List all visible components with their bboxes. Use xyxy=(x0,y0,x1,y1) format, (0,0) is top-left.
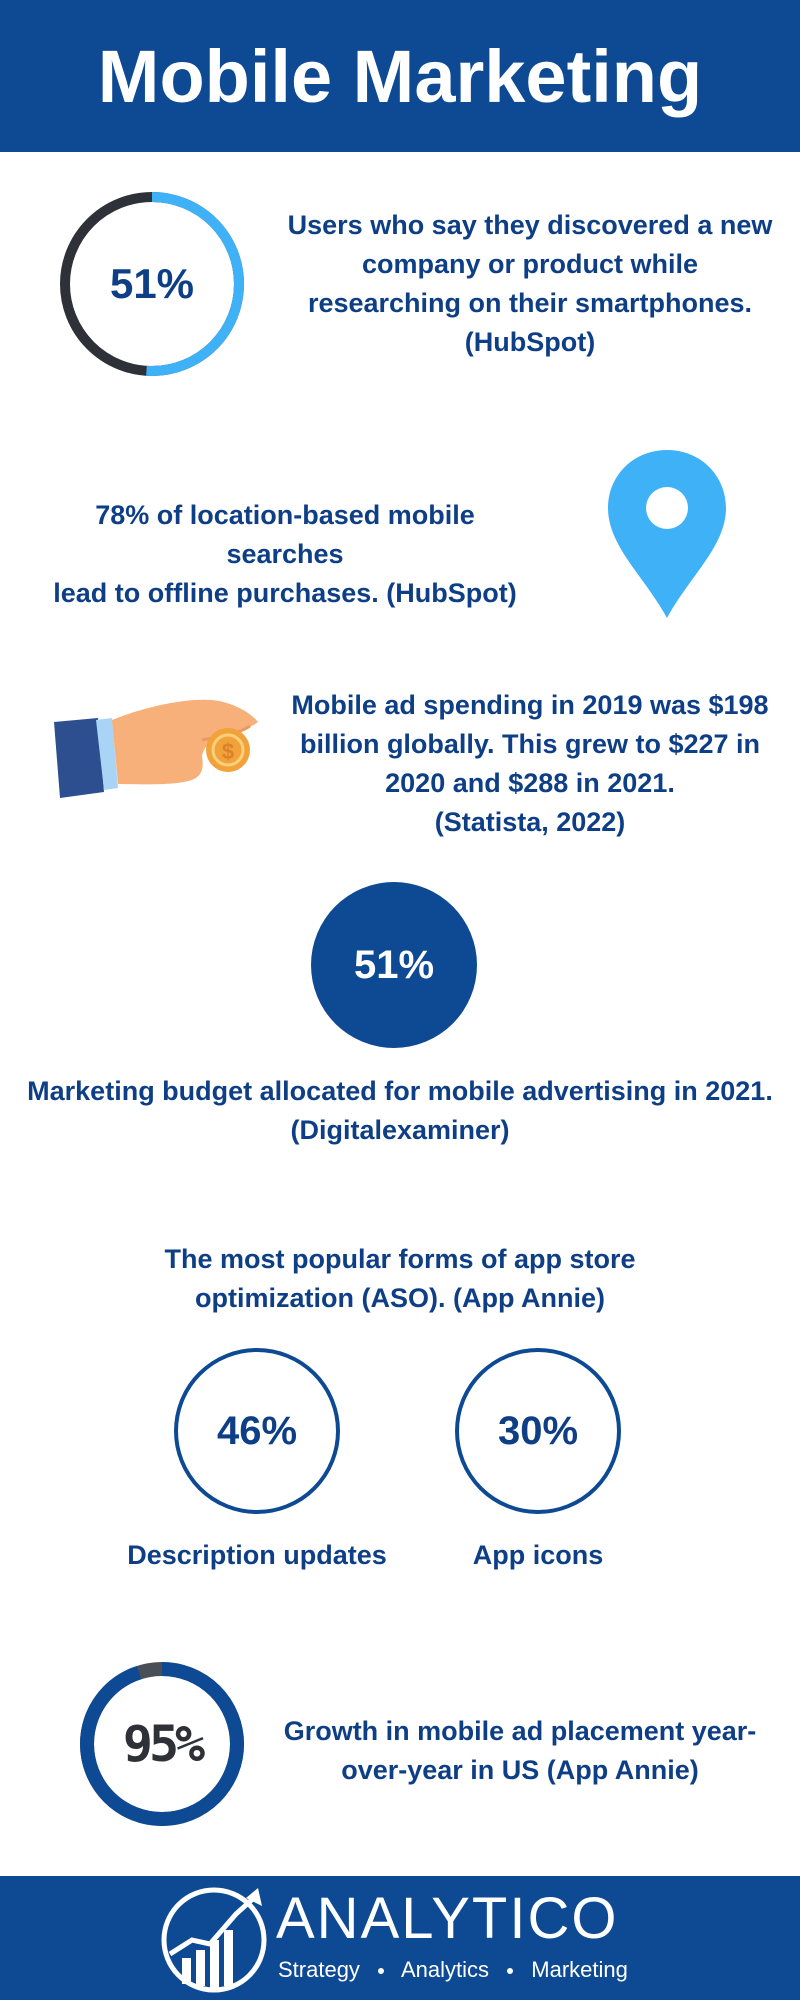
ad-spending-line-1: Mobile ad spending in 2019 was $198 xyxy=(291,690,769,720)
budget-line-2: (Digitalexaminer) xyxy=(290,1115,510,1145)
aso-description-value: 46% xyxy=(216,1408,298,1453)
discovery-line-2: company or product while xyxy=(361,249,699,279)
growth-chart-logo-icon xyxy=(158,1884,270,1996)
growth-ring-chart xyxy=(80,1662,244,1826)
budget-circle: 51% xyxy=(311,882,477,1048)
tagline-analytics: Analytics xyxy=(400,1957,490,1982)
growth-line-2: over-year in US (App Annie) xyxy=(341,1755,699,1785)
discovery-ring-chart xyxy=(60,192,244,376)
aso-icons-value: 30% xyxy=(497,1408,579,1453)
discovery-ring: 51% xyxy=(56,188,248,380)
discovery-ring-progress xyxy=(60,192,244,376)
discovery-text: Users who say they discovered a new comp… xyxy=(270,206,790,362)
ad-spending-text: Mobile ad spending in 2019 was $198 bill… xyxy=(270,686,790,842)
location-line-1: 78% of location-based mobile searches xyxy=(95,500,475,569)
aso-description-label: Description updates xyxy=(127,1540,387,1570)
growth-text: Growth in mobile ad placement year- over… xyxy=(250,1712,790,1790)
discovery-line-3: researching on their smartphones. xyxy=(307,288,753,318)
aso-text: The most popular forms of app store opti… xyxy=(100,1240,700,1318)
budget-line-1: Marketing budget allocated for mobile ad… xyxy=(27,1076,773,1106)
discovery-value: 51% xyxy=(109,260,195,307)
aso-line-2: optimization (ASO). (App Annie) xyxy=(195,1283,605,1313)
discovery-line-4: (HubSpot) xyxy=(464,327,596,357)
aso-icons-circle: 30% xyxy=(455,1348,621,1514)
hand-coin-icon: $ xyxy=(52,696,262,802)
ad-spending-line-2: billion globally. This grew to $227 in xyxy=(299,729,761,759)
growth-ring-progress xyxy=(80,1662,244,1826)
svg-text:$: $ xyxy=(222,739,234,764)
discovery-line-1: Users who say they discovered a new xyxy=(287,210,773,240)
tagline-separator xyxy=(378,1968,385,1975)
aso-icons-label: App icons xyxy=(472,1540,604,1570)
aso-line-1: The most popular forms of app store xyxy=(164,1244,636,1274)
footer: ANALYTICO Strategy Analytics Marketing xyxy=(0,1876,800,2000)
growth-value: 95% xyxy=(122,1715,205,1773)
aso-description-circle: 46% xyxy=(174,1348,340,1514)
brand-name: ANALYTICO xyxy=(276,1886,619,1951)
brand-tagline: Strategy Analytics Marketing xyxy=(278,1956,628,1984)
location-line-2: lead to offline purchases. (HubSpot) xyxy=(53,578,517,608)
page-title: Mobile Marketing xyxy=(97,34,703,118)
location-pin-icon xyxy=(604,446,730,622)
growth-line-1: Growth in mobile ad placement year- xyxy=(283,1716,757,1746)
page-header: Mobile Marketing xyxy=(0,0,800,152)
growth-ring: 95% xyxy=(78,1660,246,1828)
budget-value: 51% xyxy=(353,942,435,987)
location-text: 78% of location-based mobile searches le… xyxy=(40,496,530,613)
tagline-marketing: Marketing xyxy=(531,1957,628,1982)
tagline-strategy: Strategy xyxy=(278,1957,360,1982)
tagline-separator xyxy=(507,1968,514,1975)
ad-spending-line-3: 2020 and $288 in 2021. xyxy=(385,768,675,798)
budget-text: Marketing budget allocated for mobile ad… xyxy=(10,1072,790,1150)
ad-spending-line-4: (Statista, 2022) xyxy=(434,807,626,837)
